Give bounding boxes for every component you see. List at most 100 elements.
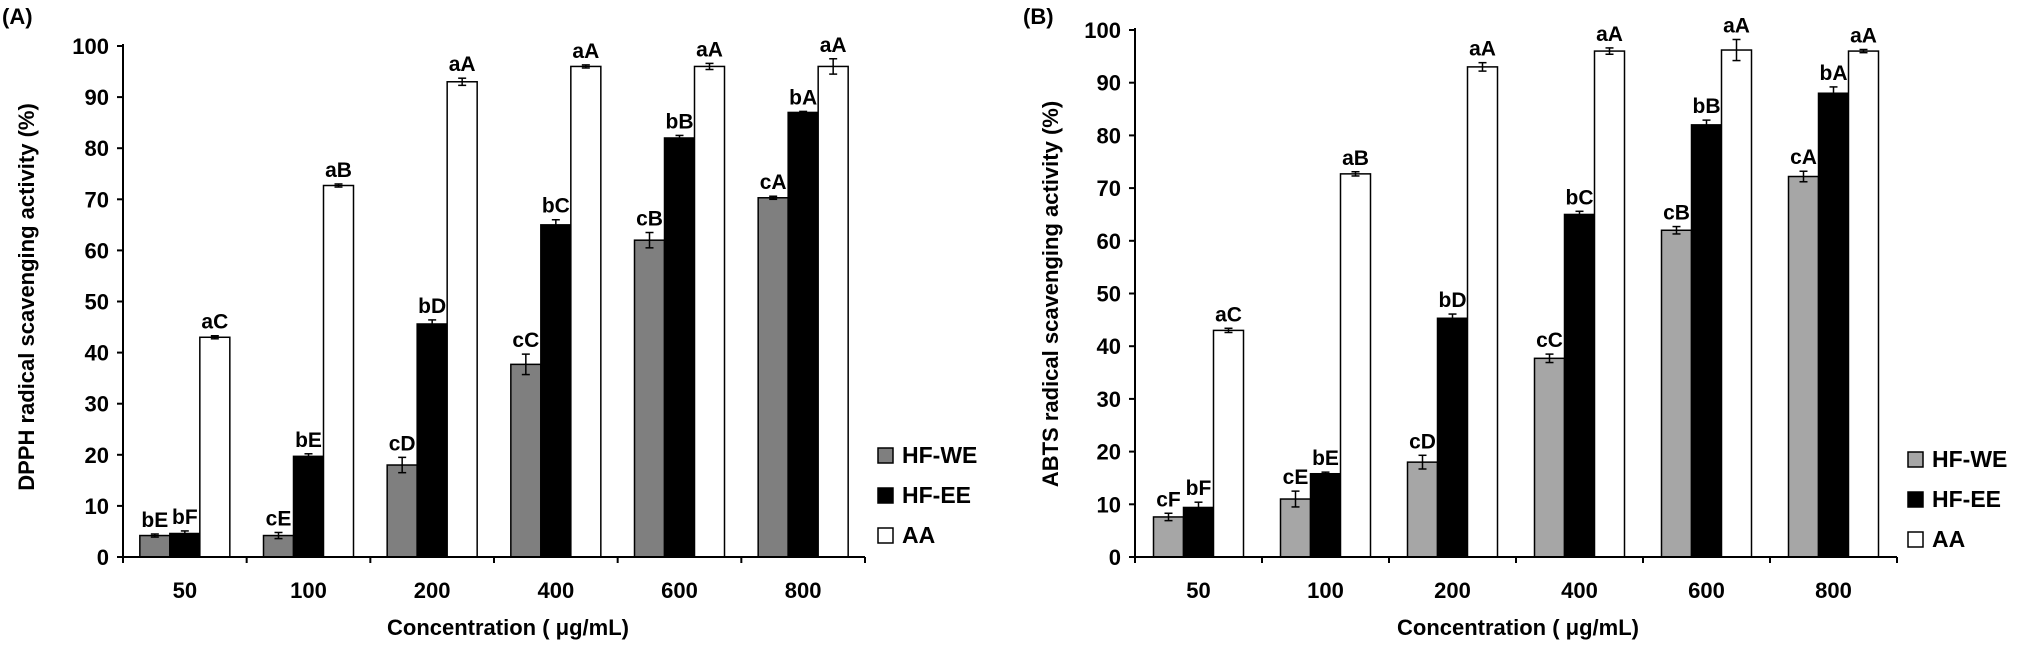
bar-hf-we-50 (139, 534, 171, 558)
bar-aa-200 (1466, 66, 1499, 558)
bar-hf-we-50 (1152, 516, 1185, 558)
bar-aa-600 (693, 65, 726, 558)
bar-hf-ee-800 (1817, 92, 1850, 558)
significance-label: bA (789, 86, 817, 109)
error-bar (180, 530, 189, 537)
x-tick-label: 100 (290, 578, 327, 603)
y-axis-title-a: DPPH radical scavenging activity (%) (14, 103, 39, 491)
significance-label: aA (449, 53, 476, 76)
x-tick-label: 200 (414, 578, 451, 603)
significance-label: aB (325, 159, 352, 182)
significance-label: bD (1439, 289, 1467, 312)
y-tick-label: 100 (1084, 18, 1121, 43)
significance-label: cC (1536, 329, 1563, 352)
error-bar (1418, 454, 1427, 470)
bar-hf-ee-800 (787, 111, 819, 558)
legend-swatch (877, 527, 894, 544)
error-bar (1545, 353, 1554, 364)
error-bar (1291, 490, 1300, 508)
bar-hf-ee-600 (663, 137, 696, 558)
panel-label-b: (B) (1023, 4, 1054, 29)
legend-swatch (1907, 491, 1924, 508)
bar-aa-800 (1847, 50, 1880, 558)
error-bar (581, 64, 590, 69)
bar-hf-we-200 (1406, 461, 1439, 558)
error-bar (769, 195, 778, 201)
error-bar (1575, 210, 1584, 219)
significance-label: bB (666, 110, 694, 133)
y-tick-label: 80 (85, 136, 109, 161)
error-bar (1321, 471, 1330, 477)
x-axis-title-b: Concentration ( μg/mL) (1397, 615, 1639, 640)
error-bar (1859, 48, 1868, 54)
error-bar (274, 531, 283, 540)
error-bar (521, 353, 530, 376)
error-bar (645, 231, 654, 249)
significance-label: bB (1693, 95, 1721, 118)
error-bar (829, 58, 838, 75)
x-tick-label: 100 (1307, 578, 1344, 603)
y-tick-label: 100 (72, 34, 109, 59)
error-bar (1351, 171, 1360, 177)
significance-label: cC (512, 329, 539, 352)
significance-label: aA (1469, 38, 1496, 61)
error-bar (1732, 38, 1741, 62)
significance-label: aC (201, 311, 228, 334)
error-bar (150, 533, 159, 538)
legend-swatch (877, 447, 894, 464)
error-bar (1672, 225, 1681, 235)
y-tick-label: 90 (1097, 71, 1121, 96)
bar-hf-ee-400 (1563, 213, 1596, 558)
significance-label: bC (1566, 186, 1594, 209)
significance-label: cD (1409, 430, 1436, 453)
significance-label: aA (820, 34, 847, 57)
significance-label: cA (1790, 146, 1817, 169)
y-tick-label: 0 (97, 545, 109, 570)
x-tick-label: 50 (1186, 578, 1210, 603)
error-bar (705, 62, 714, 71)
significance-label: bC (542, 195, 570, 218)
bar-aa-600 (1720, 49, 1753, 558)
error-bar (398, 456, 407, 474)
legend-label: HF-WE (1932, 446, 2007, 472)
significance-label: aC (1215, 303, 1242, 326)
y-tick-label: 60 (1097, 229, 1121, 254)
bar-aa-50 (199, 336, 231, 558)
y-tick-label: 30 (85, 392, 109, 417)
x-tick-label: 400 (537, 578, 574, 603)
error-bar (1224, 327, 1233, 334)
bar-aa-200 (446, 81, 478, 558)
significance-label: bD (418, 295, 446, 318)
significance-label: bA (1820, 62, 1848, 85)
error-bar (334, 183, 343, 188)
legend-label: AA (1932, 526, 1965, 552)
legend-swatch (877, 487, 894, 504)
error-bar (675, 134, 684, 142)
bar-hf-ee-600 (1690, 124, 1723, 558)
x-tick-label: 50 (173, 578, 197, 603)
error-bar (1829, 86, 1838, 101)
y-tick-label: 50 (1097, 282, 1121, 307)
error-bar (1478, 61, 1487, 72)
bar-hf-ee-50 (169, 532, 201, 558)
bar-hf-ee-100 (1309, 472, 1342, 558)
panel-a: (A) DPPH radical scavenging activity (%)… (2, 4, 977, 640)
significance-label: aB (1342, 147, 1369, 170)
bar-aa-800 (817, 65, 849, 558)
error-bar (1799, 170, 1808, 183)
y-tick-label: 40 (1097, 334, 1121, 359)
significance-label: aA (1850, 24, 1877, 47)
significance-label: aA (1723, 14, 1750, 37)
y-axis-title-b: ABTS radical scavenging activity (%) (1038, 101, 1063, 487)
x-tick-label: 800 (785, 578, 822, 603)
bar-hf-ee-400 (540, 224, 572, 558)
y-tick-label: 70 (85, 187, 109, 212)
error-bar (551, 218, 560, 231)
legend-swatch (1907, 531, 1924, 548)
significance-label: cE (1283, 466, 1309, 489)
error-bar (1164, 512, 1173, 522)
legend-label: HF-EE (1932, 486, 2001, 512)
y-tick-label: 50 (85, 290, 109, 315)
